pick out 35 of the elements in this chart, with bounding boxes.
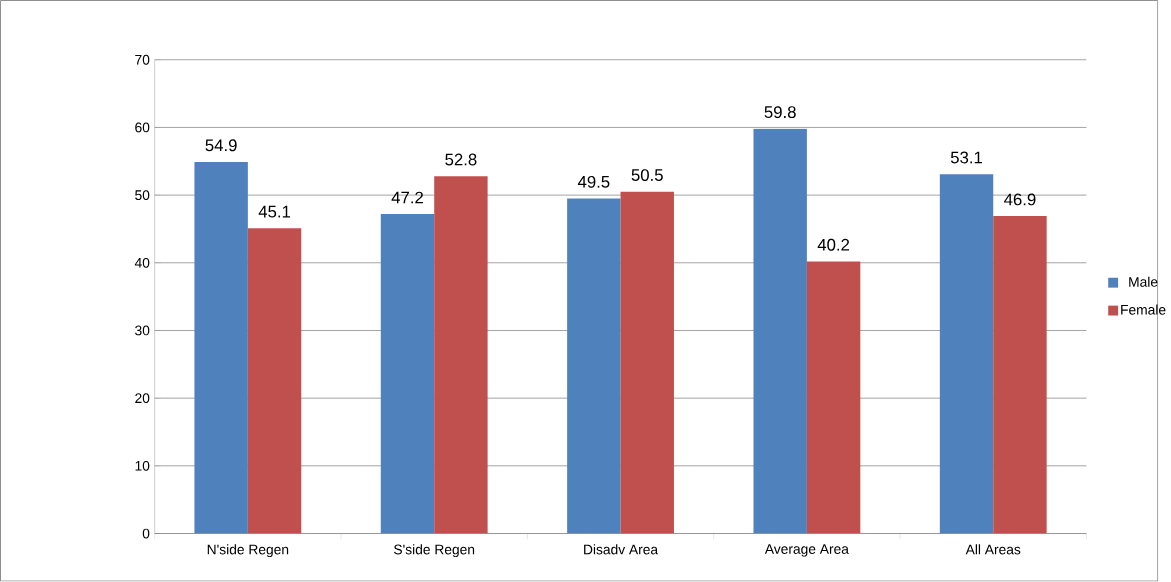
bar [753, 128, 807, 534]
bar [247, 228, 302, 534]
y-tick-label: 20 [135, 393, 150, 404]
bar [434, 176, 488, 534]
x-tick-label: N'side Regen [207, 544, 289, 558]
data-label: 49.5 [577, 176, 610, 188]
y-tick-label: 0 [142, 528, 150, 539]
y-tick-label: 60 [135, 122, 150, 133]
data-label: 52.8 [445, 153, 477, 166]
x-tick-label: Average Area [764, 544, 849, 557]
bar [620, 191, 674, 534]
x-tick-label: Disadv Area [584, 544, 659, 555]
bar [380, 214, 435, 534]
x-tick-label: All Areas [965, 544, 1021, 555]
bar [567, 198, 621, 534]
data-label: 46.9 [1004, 193, 1036, 206]
data-label: 45.1 [258, 206, 291, 218]
data-label: 59.8 [764, 106, 796, 119]
y-tick-label: 40 [134, 258, 150, 268]
data-label: 47.2 [391, 191, 423, 204]
data-label: 53.1 [950, 151, 983, 164]
bar [993, 216, 1047, 534]
y-tick-label: 70 [135, 55, 150, 65]
x-tick-label: S'side Regen [394, 544, 475, 558]
legend-label: Female [1121, 304, 1166, 315]
y-tick-label: 30 [135, 325, 150, 336]
y-tick-label: 50 [135, 190, 150, 201]
y-tick-label: 10 [135, 461, 150, 471]
legend-label: Male [1129, 276, 1158, 287]
data-label: 54.9 [205, 139, 237, 152]
bar [806, 261, 861, 534]
bar [939, 174, 994, 534]
data-label: 40.2 [817, 239, 850, 251]
data-label: 50.5 [631, 169, 663, 182]
bar [194, 162, 248, 534]
